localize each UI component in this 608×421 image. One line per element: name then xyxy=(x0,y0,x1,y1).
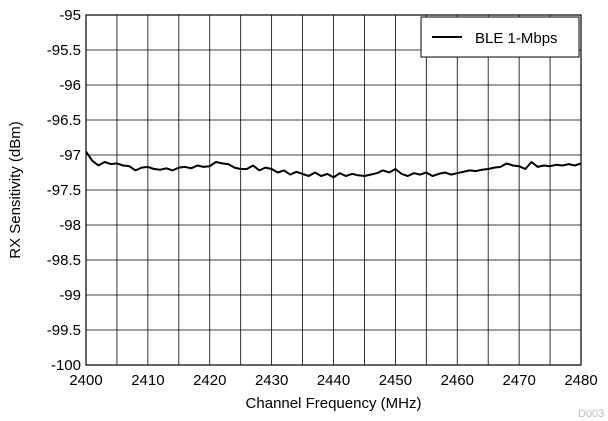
grid xyxy=(85,14,582,366)
y-tick-label: -97.5 xyxy=(47,182,81,199)
x-tick-label: 2460 xyxy=(441,372,474,389)
y-tick-label: -98 xyxy=(59,217,81,234)
series-line xyxy=(85,150,582,179)
y-tick-label: -100 xyxy=(51,357,81,374)
series-layer xyxy=(85,150,582,179)
x-tick-label: 2440 xyxy=(317,372,350,389)
x-tick-label: 2450 xyxy=(379,372,412,389)
y-tick-label: -95 xyxy=(59,7,81,24)
y-tick-label: -99 xyxy=(59,287,81,304)
legend: BLE 1-Mbps xyxy=(420,16,580,58)
y-axis-title: RX Sensitivity (dBm) xyxy=(7,121,24,259)
x-tick-label: 2420 xyxy=(193,372,226,389)
y-tick-label: -96 xyxy=(59,77,81,94)
x-tick-label: 2480 xyxy=(564,372,597,389)
y-tick-label: -99.5 xyxy=(47,322,81,339)
legend-label: BLE 1-Mbps xyxy=(475,30,558,47)
x-tick-label: 2400 xyxy=(69,372,102,389)
x-tick-label: 2430 xyxy=(255,372,288,389)
y-tick-label: -98.5 xyxy=(47,252,81,269)
figure-id: D003 xyxy=(578,408,604,420)
x-tick-label: 2410 xyxy=(131,372,164,389)
y-tick-label: -96.5 xyxy=(47,112,81,129)
y-tick-label: -95.5 xyxy=(47,42,81,59)
x-tick-label: 2470 xyxy=(502,372,535,389)
x-axis-title: Channel Frequency (MHz) xyxy=(246,395,422,412)
x-tick-labels: 2400 2410 2420 2430 2440 2450 2460 2470 2480 xyxy=(69,372,597,389)
plot-frame xyxy=(85,14,582,366)
y-tick-labels: -95 -95.5 -96 -96.5 -97 -97.5 -98 -98.5 -99 -99.5… xyxy=(47,7,81,374)
y-tick-label: -97 xyxy=(59,147,81,164)
